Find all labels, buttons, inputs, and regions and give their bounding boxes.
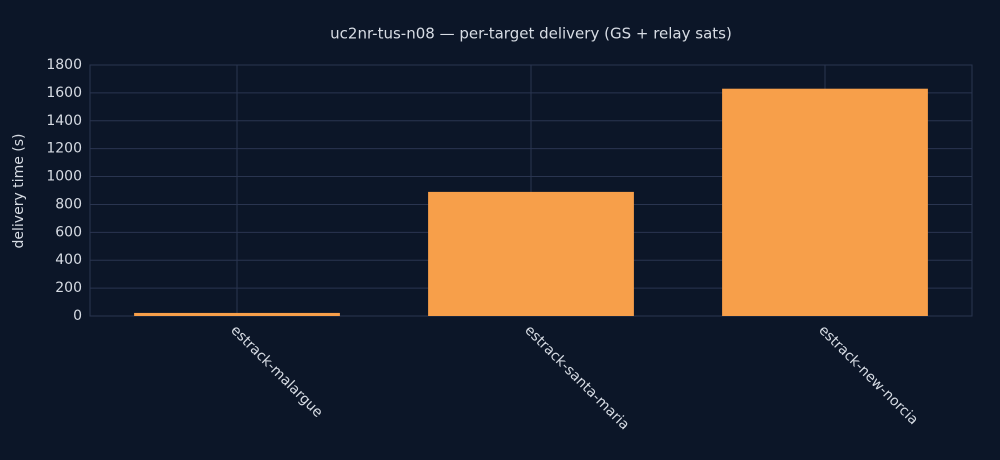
y-tick-label: 1800 bbox=[46, 57, 82, 73]
bar bbox=[428, 191, 634, 316]
chart-title: uc2nr-tus-n08 — per-target delivery (GS … bbox=[330, 25, 732, 43]
y-tick-label: 0 bbox=[73, 308, 82, 324]
x-tick-label: estrack-malargue bbox=[227, 322, 325, 420]
y-tick-label: 800 bbox=[55, 196, 82, 212]
y-tick-label: 1200 bbox=[46, 141, 82, 157]
y-tick-label: 1000 bbox=[46, 169, 82, 185]
bar bbox=[722, 88, 928, 316]
y-axis-label: delivery time (s) bbox=[11, 134, 27, 249]
y-tick-label: 1400 bbox=[46, 113, 82, 129]
y-tick-label: 400 bbox=[55, 252, 82, 268]
y-tick-label: 1600 bbox=[46, 85, 82, 101]
y-tick-label: 200 bbox=[55, 280, 82, 296]
y-tick-label: 600 bbox=[55, 224, 82, 240]
x-tick-label: estrack-santa-maria bbox=[521, 322, 632, 433]
x-tick-label: estrack-new-norcia bbox=[815, 322, 921, 428]
bar bbox=[134, 312, 340, 316]
